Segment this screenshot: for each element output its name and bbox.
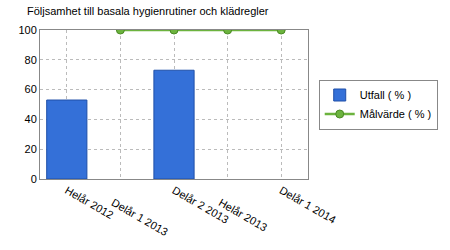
svg-text:Helår 2012: Helår 2012 (63, 184, 116, 221)
svg-text:80: 80 (25, 54, 37, 66)
svg-text:40: 40 (25, 113, 37, 125)
svg-text:Följsamhet till basala hygienr: Följsamhet till basala hygienrutiner och… (27, 5, 269, 17)
svg-text:Utfall ( % ): Utfall ( % ) (360, 89, 411, 101)
svg-text:Målvärde ( % ): Målvärde ( % ) (360, 108, 432, 120)
svg-text:Delår 1 2014: Delår 1 2014 (277, 184, 338, 226)
svg-text:60: 60 (25, 83, 37, 95)
svg-text:20: 20 (25, 143, 37, 155)
svg-text:Helår 2013: Helår 2013 (217, 196, 270, 233)
svg-text:0: 0 (31, 173, 37, 185)
svg-text:100: 100 (18, 24, 36, 36)
svg-text:Delår 2 2013: Delår 2 2013 (170, 184, 231, 226)
svg-text:Delår 1 2013: Delår 1 2013 (110, 196, 171, 238)
